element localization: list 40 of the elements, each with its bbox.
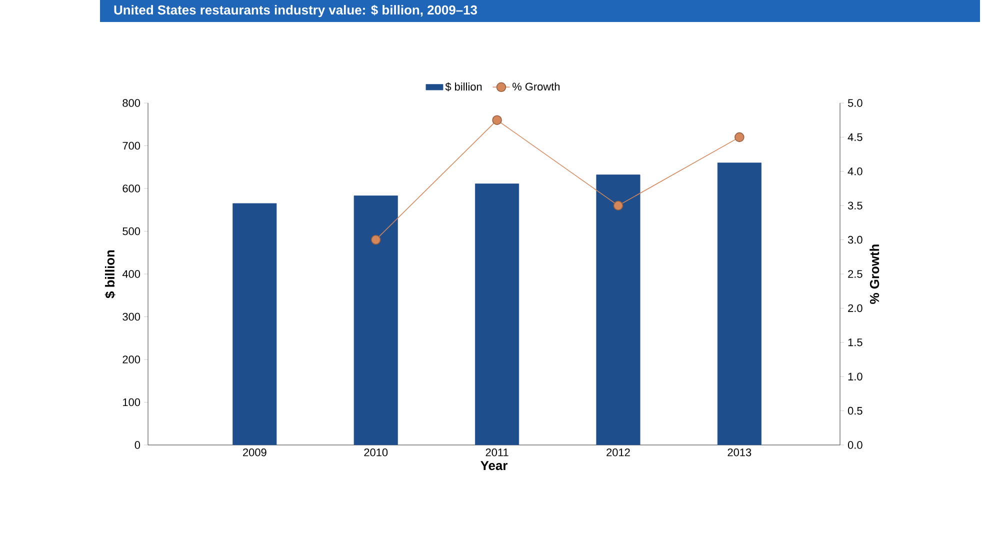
- y2-tick-label: 1.0: [848, 372, 862, 380]
- x-tick-label: 2009: [243, 448, 266, 456]
- bar: [596, 174, 640, 445]
- y-tick-label: 600: [122, 184, 140, 192]
- y2-tick-label: 5.0: [848, 99, 862, 107]
- y2-axis-title: % Growth: [870, 244, 880, 304]
- y2-tick-label: 3.0: [848, 236, 862, 244]
- y2-tick-label: 0.0: [848, 441, 862, 449]
- y-tick-label: 200: [122, 356, 140, 364]
- y-tick-label: 700: [122, 142, 140, 150]
- y-tick-label: 300: [122, 312, 140, 321]
- x-tick-label: 2013: [728, 448, 752, 456]
- bar: [475, 184, 520, 445]
- x-tick-label: 2012: [606, 448, 630, 456]
- y2-tick-label: 0.5: [848, 406, 862, 415]
- y-tick-label: 500: [122, 227, 140, 236]
- bar: [717, 162, 762, 445]
- point: [734, 132, 744, 142]
- y-tick-label: 800: [122, 99, 140, 107]
- point: [492, 115, 502, 125]
- y-tick-label: 0: [134, 441, 140, 449]
- legend-label: % Growth: [512, 82, 560, 90]
- x-axis-title: Year: [480, 461, 508, 470]
- legend-label: $ billion: [445, 82, 482, 92]
- y2-tick-label: 4.5: [848, 133, 862, 142]
- bar: [232, 203, 277, 445]
- x-tick-label: 2010: [364, 448, 388, 456]
- y2-tick-label: 4.0: [848, 168, 862, 176]
- point: [370, 234, 381, 245]
- y2-tick-label: 1.5: [848, 338, 862, 346]
- y2-tick-label: 2.5: [848, 270, 862, 278]
- y-tick-label: 100: [123, 398, 140, 406]
- point: [613, 200, 624, 210]
- chart-title: United States restaurants industry value: $ billion, 2009–13: [114, 4, 478, 18]
- y2-tick-label: 2.0: [848, 304, 862, 312]
- bar: [354, 196, 398, 445]
- y-tick-label: 400: [122, 270, 140, 278]
- x-tick-label: 2011: [486, 448, 508, 456]
- y-axis-title: $ billion: [104, 250, 116, 298]
- y2-tick-label: 3.5: [848, 202, 862, 210]
